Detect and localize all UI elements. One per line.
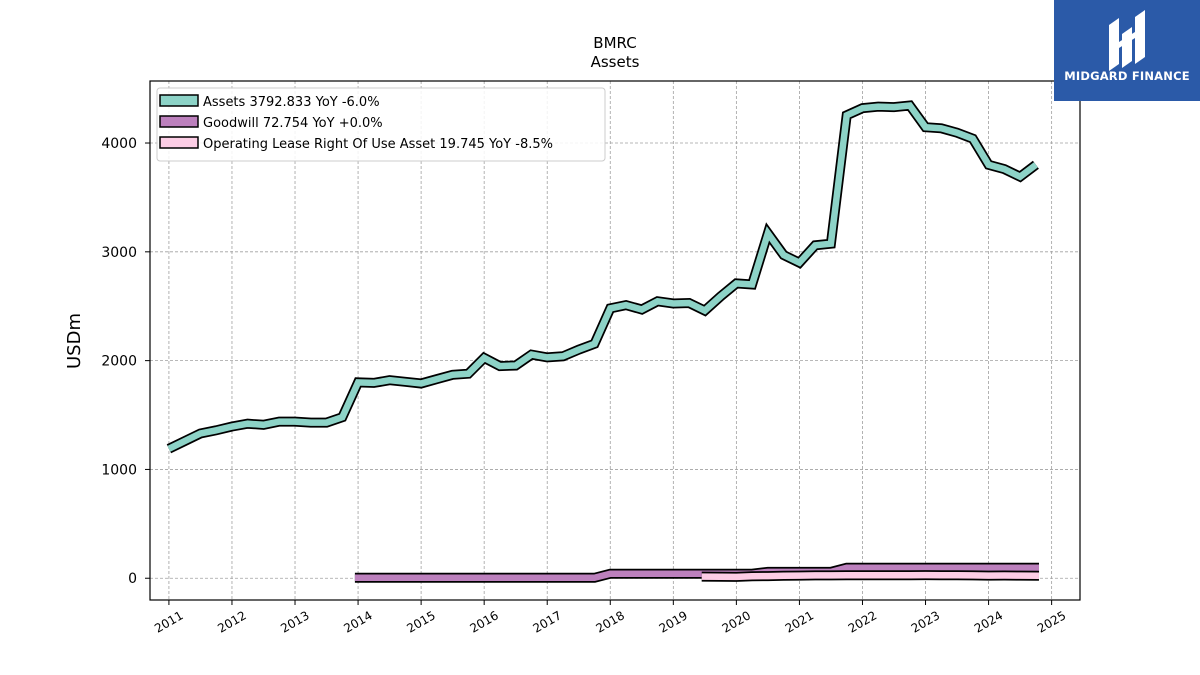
y-tick-label: 1000 <box>101 462 137 478</box>
legend: Assets 3792.833 YoY -6.0% Goodwill 72.754… <box>156 87 606 162</box>
legend-box <box>156 87 606 162</box>
y-tick-label: 3000 <box>101 245 137 261</box>
legend-swatch <box>159 115 199 128</box>
legend-swatch <box>159 136 199 149</box>
legend-swatch <box>159 94 199 107</box>
y-axis-label: USDm <box>64 313 85 369</box>
x-tick-label: 2017 <box>530 608 563 635</box>
y-tick-label: 4000 <box>101 136 137 152</box>
plot-frame <box>149 80 1081 601</box>
x-tick-label: 2024 <box>972 608 1005 635</box>
x-tick-label: 2023 <box>909 608 942 635</box>
x-tick-label: 2012 <box>215 608 248 635</box>
x-tick-label: 2016 <box>467 608 500 635</box>
x-tick-label: 2020 <box>720 608 753 635</box>
x-tick-label: 2022 <box>846 608 879 635</box>
legend-label: Operating Lease Right Of Use Asset 19.74… <box>203 137 553 152</box>
x-tick-label: 2014 <box>341 608 374 635</box>
x-tick-label: 2013 <box>278 608 311 635</box>
series-line <box>701 571 1040 581</box>
x-tick-label: 2021 <box>783 608 816 635</box>
series-line <box>167 102 1038 452</box>
x-tick-label: 2019 <box>657 608 690 635</box>
x-tick-label: 2011 <box>152 608 185 635</box>
x-tick-label: 2018 <box>594 608 627 635</box>
brand-logo: MIDGARD FINANCE <box>1054 0 1200 101</box>
legend-label: Goodwill 72.754 YoY +0.0% <box>203 116 383 131</box>
series-2 <box>701 570 1040 582</box>
x-tick-label: 2025 <box>1035 608 1068 635</box>
series-1 <box>354 562 1039 583</box>
y-tick-label: 2000 <box>101 354 137 370</box>
x-tick-label: 2015 <box>404 608 437 635</box>
y-tick-label: 0 <box>128 571 137 587</box>
series-line <box>354 564 1039 582</box>
series-0 <box>166 100 1039 454</box>
chart-title: BMRC <box>593 34 636 52</box>
brand-name: MIDGARD FINANCE <box>1064 69 1190 83</box>
brand-logo-icon <box>1109 10 1145 71</box>
legend-label: Assets 3792.833 YoY -6.0% <box>203 95 380 110</box>
chart-subtitle: Assets <box>591 53 640 71</box>
